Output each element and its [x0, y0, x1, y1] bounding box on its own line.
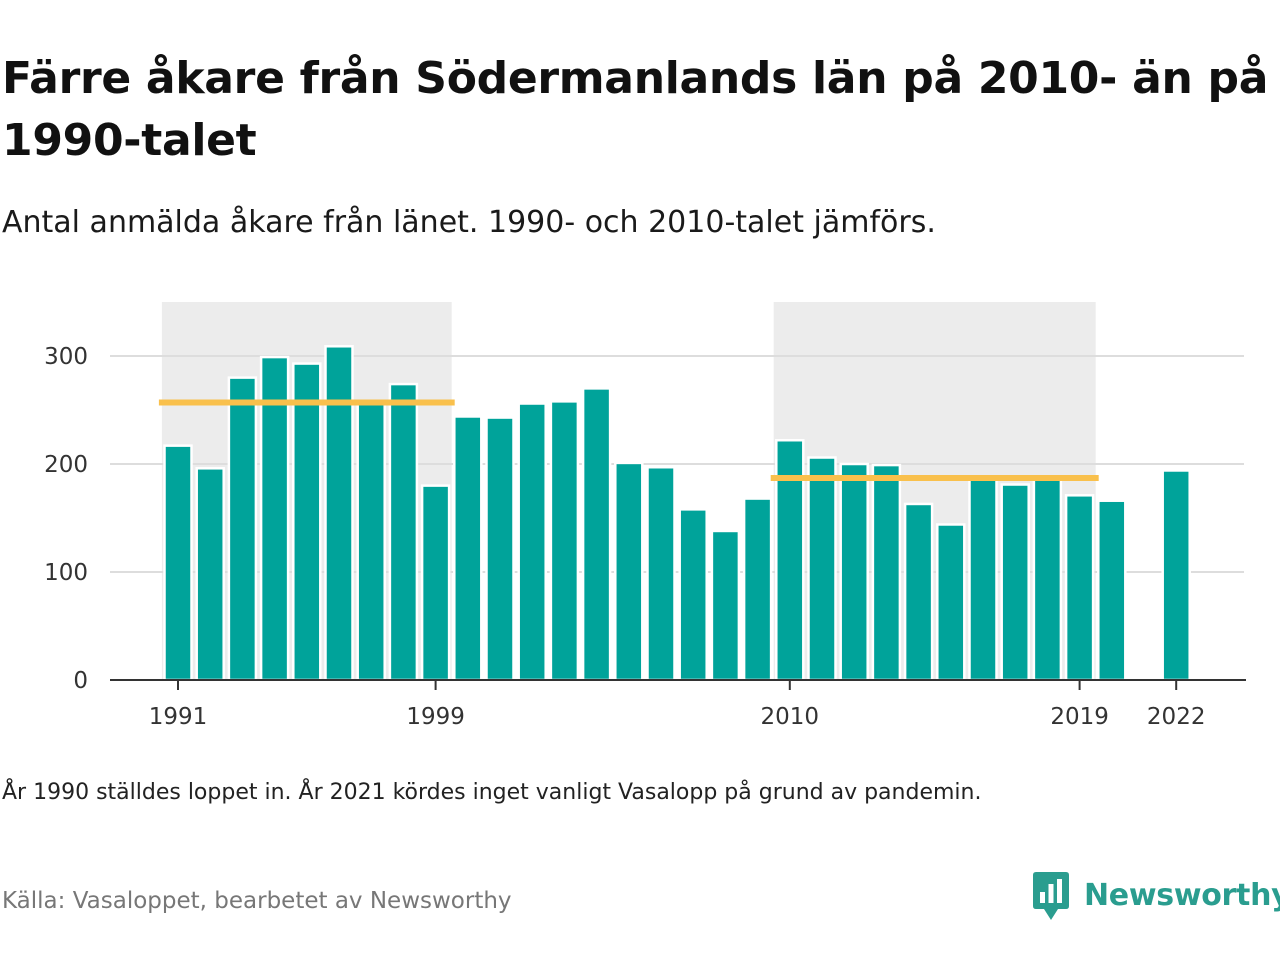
bar-2018	[1032, 475, 1063, 682]
bar-2004	[581, 387, 612, 682]
newsworthy-logo: Newsworthy	[1032, 870, 1280, 922]
bar-chart: 0 100 200 300 1991 1999 2010 2019 2022	[44, 302, 1246, 730]
y-tick-label: 300	[44, 344, 88, 370]
bar-1991	[163, 444, 193, 682]
chart-subtitle: Antal anmälda åkare från länet. 1990- oc…	[2, 205, 936, 240]
bar-chart-logo-icon	[1033, 872, 1069, 920]
bar-1999	[420, 484, 451, 682]
bar-2008	[710, 529, 741, 682]
bar-1995	[292, 362, 322, 682]
bar-2006	[646, 465, 676, 682]
bar-2014	[903, 502, 934, 682]
bar-2011	[807, 456, 837, 682]
x-tick-label: 2010	[761, 704, 820, 730]
chart-title: Färre åkare från Södermanlands län på 20…	[2, 53, 1269, 166]
bar-2012	[839, 462, 869, 682]
x-tick-label: 1991	[149, 704, 208, 730]
bar-2017	[1000, 483, 1030, 682]
x-tick-label: 2022	[1147, 704, 1206, 730]
x-tick-label: 2019	[1050, 704, 1109, 730]
bar-2002	[517, 402, 547, 682]
y-tick-label: 100	[44, 560, 88, 586]
bar-2019	[1064, 494, 1095, 682]
bar-2020	[1097, 499, 1127, 682]
bar-1993	[227, 376, 258, 682]
y-tick-label: 0	[73, 668, 88, 694]
bar-1994	[259, 355, 290, 682]
bar-2015	[936, 523, 966, 682]
bar-2000	[453, 415, 483, 682]
brand-name: Newsworthy	[1084, 878, 1280, 913]
bar-2001	[485, 416, 515, 682]
bar-1997	[356, 401, 386, 682]
bar-2016	[968, 475, 998, 682]
x-tick-label: 1999	[406, 704, 465, 730]
y-tick-label: 200	[44, 452, 88, 478]
bar-2009	[742, 497, 773, 682]
bar-1992	[195, 467, 225, 682]
bar-2005	[614, 461, 644, 682]
bar-2003	[549, 400, 580, 682]
bar-2022	[1161, 469, 1191, 682]
footnote: År 1990 ställdes loppet in. År 2021 körd…	[2, 780, 982, 805]
source-credit: Källa: Vasaloppet, bearbetet av Newswort…	[2, 888, 512, 914]
bar-2013	[871, 463, 902, 682]
bar-1998	[388, 382, 419, 682]
bar-1996	[324, 345, 354, 682]
bar-2007	[678, 508, 708, 682]
